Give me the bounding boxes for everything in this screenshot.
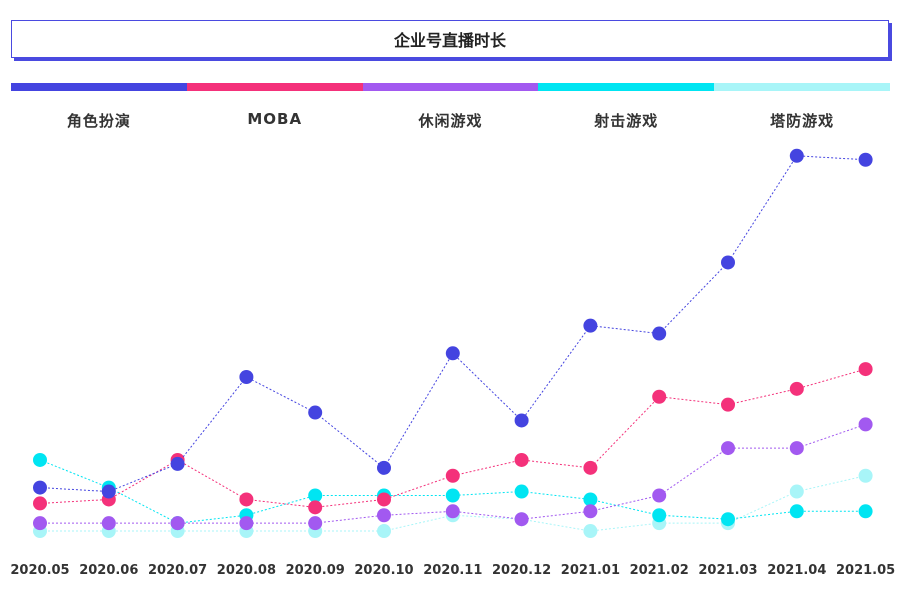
data-point[interactable] [514,452,529,467]
x-tick-label: 2020.08 [217,563,276,578]
series-line-1 [39,368,866,508]
x-tick-label: 2021.02 [630,563,689,578]
data-point[interactable] [858,504,873,519]
data-point[interactable] [721,512,735,527]
legend-label-moba[interactable]: MOBA [247,110,303,128]
data-point[interactable] [583,318,598,333]
x-tick-label: 2020.09 [286,563,345,578]
data-point[interactable] [33,452,47,467]
data-point[interactable] [33,516,47,531]
data-point[interactable] [858,152,873,167]
x-tick-label: 2020.05 [10,563,69,578]
legend-label-casual[interactable]: 休闲游戏 [418,112,483,130]
data-point[interactable] [445,468,460,483]
x-tick-label: 2020.06 [79,563,138,578]
data-point[interactable] [239,492,254,507]
data-point[interactable] [583,504,598,519]
data-point[interactable] [377,492,391,507]
legend-color-bar [11,83,890,91]
data-point[interactable] [239,516,254,531]
data-point[interactable] [583,524,598,539]
series-2 [33,417,873,531]
data-point[interactable] [721,441,735,456]
data-point[interactable] [308,516,323,531]
data-point[interactable] [239,370,254,384]
data-point[interactable] [101,484,116,499]
data-point[interactable] [101,516,116,531]
data-point[interactable] [789,441,804,456]
series-0 [33,148,873,499]
data-point[interactable] [445,346,460,361]
x-tick-label: 2021.03 [698,563,757,578]
data-point[interactable] [377,460,391,475]
legend-swatch-role-play [11,83,187,91]
data-point[interactable] [445,488,460,503]
x-tick-label: 2020.10 [354,563,413,578]
data-point[interactable] [789,484,804,499]
x-tick-label: 2020.12 [492,563,551,578]
chart-title: 企业号直播时长 [11,20,889,58]
data-point[interactable] [445,504,460,519]
series-line-4 [40,475,866,532]
legend-swatch-casual [362,83,539,91]
data-point[interactable] [583,492,598,507]
x-tick-label: 2020.11 [423,563,482,578]
data-point[interactable] [858,362,873,377]
legend-label-role-play[interactable]: 角色扮演 [66,112,131,130]
x-tick-label: 2021.05 [836,563,895,578]
data-point[interactable] [652,488,667,503]
data-point[interactable] [789,504,804,519]
data-point[interactable] [652,508,667,523]
data-point[interactable] [33,480,47,495]
x-tick-label: 2020.07 [148,563,207,578]
data-point[interactable] [789,148,804,163]
data-point[interactable] [514,413,529,428]
data-point[interactable] [33,496,47,511]
legend-label-tower-defense[interactable]: 塔防游戏 [770,112,835,130]
data-point[interactable] [377,524,391,539]
legend-swatch-moba [186,83,363,91]
data-point[interactable] [652,389,667,404]
data-point[interactable] [721,397,735,412]
data-point[interactable] [583,460,598,475]
data-point[interactable] [170,456,185,471]
data-point[interactable] [377,508,391,523]
data-point[interactable] [858,468,873,483]
data-point[interactable] [308,500,323,515]
data-point[interactable] [308,488,323,503]
legend-swatch-tower-defense [714,83,890,91]
data-point[interactable] [789,381,804,396]
data-point[interactable] [721,255,735,270]
x-tick-label: 2021.04 [767,563,826,578]
data-point[interactable] [514,512,529,527]
series-line-0 [39,155,866,493]
legend: 角色扮演 MOBA 休闲游戏 射击游戏 塔防游戏 [11,110,890,131]
legend-swatch-shooter [538,83,715,91]
legend-label-shooter[interactable]: 射击游戏 [594,112,659,130]
x-tick-label: 2021.01 [561,563,620,578]
data-point[interactable] [652,326,667,341]
data-point[interactable] [858,417,873,432]
data-point[interactable] [308,405,323,420]
data-point[interactable] [514,484,529,499]
data-point[interactable] [170,516,185,531]
